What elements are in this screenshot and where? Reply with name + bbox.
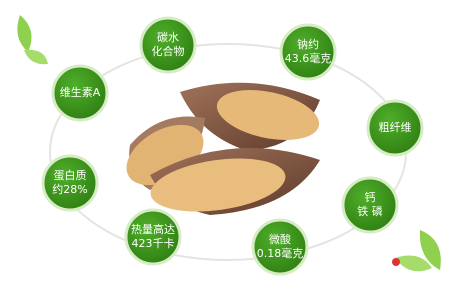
page: 碳水化合物钠约43.6毫克维生素A粗纤维蛋白质约28%钙铁 磷热量高达423千卡… (0, 0, 454, 299)
node-label: 维生素A (60, 85, 101, 99)
node-label: 钙 (365, 190, 376, 204)
nutrient-node: 钙铁 磷 (343, 178, 397, 232)
node-label: 热量高达 (131, 222, 175, 236)
node-label: 0.18毫克 (257, 246, 304, 260)
node-label: 化合物 (152, 44, 185, 58)
node-label: 423千卡 (132, 237, 175, 250)
node-label: 粗纤维 (379, 121, 412, 134)
node-label: 铁 磷 (357, 205, 383, 218)
node-label: 43.6毫克 (285, 51, 332, 65)
node-label: 约28% (52, 183, 87, 196)
nutrient-node: 维生素A (53, 66, 107, 120)
node-label: 碳水 (157, 30, 179, 44)
nuts (116, 82, 324, 220)
infographic: 碳水化合物钠约43.6毫克维生素A粗纤维蛋白质约28%钙铁 磷热量高达423千卡… (0, 0, 454, 299)
nutrient-node: 微酸0.18毫克 (253, 220, 307, 274)
node-label: 微酸 (269, 232, 291, 246)
node-label: 钠约 (297, 37, 319, 51)
nutrient-node: 粗纤维 (368, 101, 422, 155)
node-label: 蛋白质 (54, 168, 87, 182)
